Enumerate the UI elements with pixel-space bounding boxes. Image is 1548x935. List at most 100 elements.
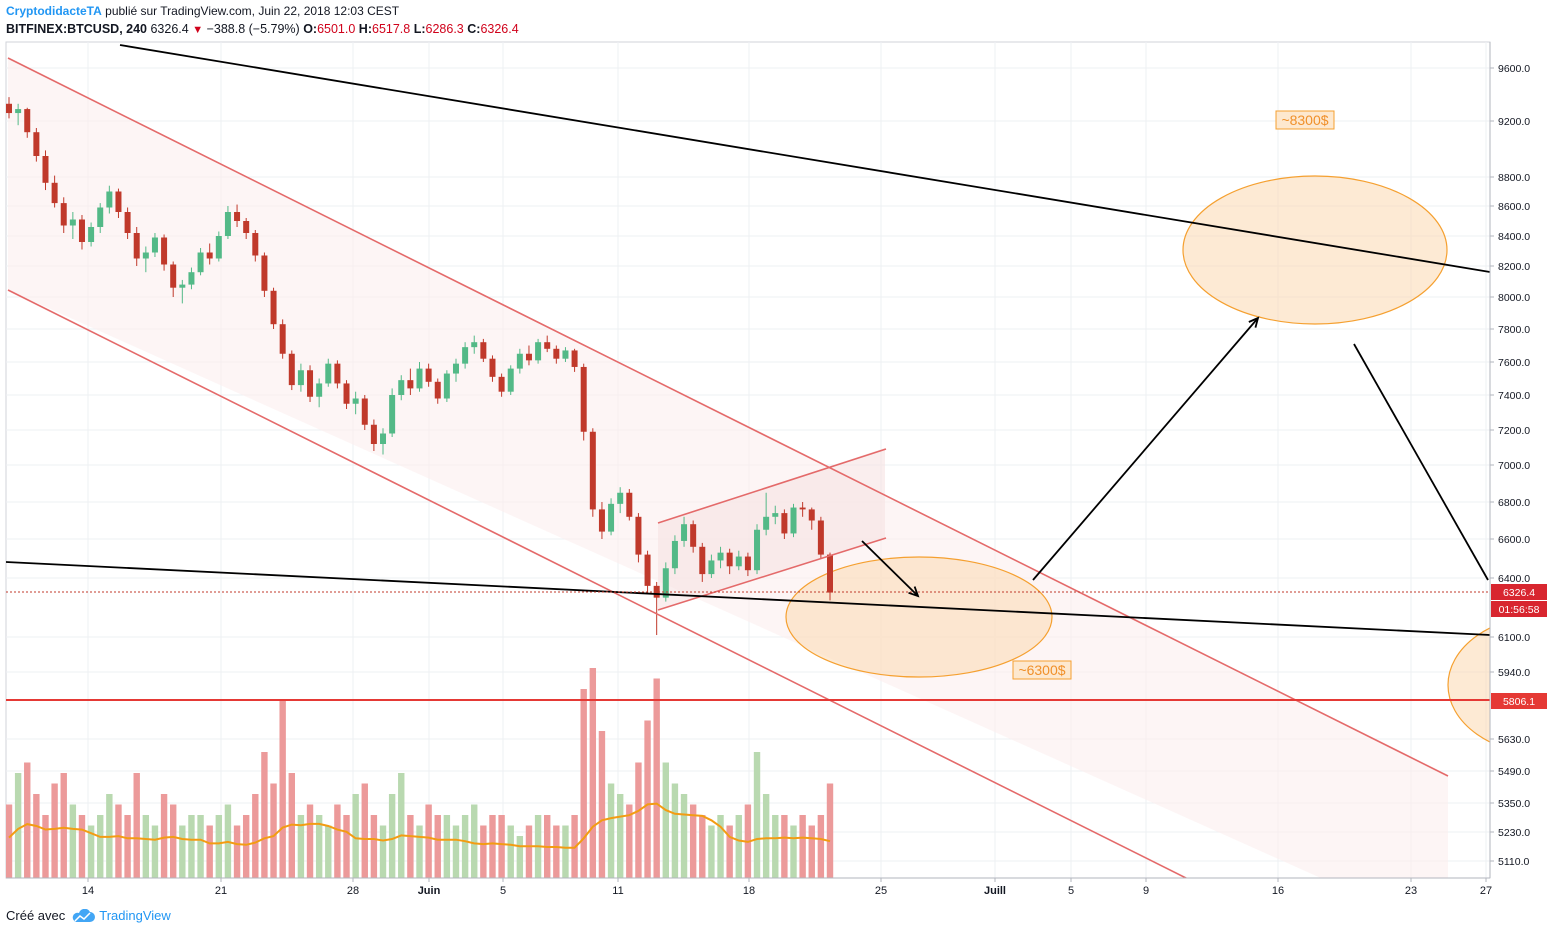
volume-bar [708, 825, 715, 878]
candle-body [179, 284, 186, 288]
candle-body [60, 203, 67, 226]
volume-bar [179, 825, 186, 878]
volume-bar [808, 825, 815, 878]
x-tick-label: 21 [215, 885, 227, 897]
candle-body [151, 237, 158, 253]
y-tick-label: 8600.0 [1498, 201, 1530, 213]
candle-body [799, 507, 806, 510]
candle-body [188, 272, 195, 285]
volume-bar [489, 815, 496, 878]
y-tick-label: 8200.0 [1498, 261, 1530, 273]
author-name[interactable]: CryptodidacteTA [6, 4, 102, 18]
candle-body [88, 227, 95, 242]
volume-bar [699, 815, 706, 878]
volume-bar [197, 815, 204, 878]
candle-body [370, 424, 377, 444]
volume-bar [270, 783, 277, 878]
channel-lower-line [7, 289, 1188, 878]
volume-bar [753, 752, 761, 878]
price-change: −388.8 (−5.79%) [206, 22, 300, 36]
volume-bar [306, 804, 314, 878]
volume-bar [97, 815, 104, 878]
open-label: O: [303, 22, 318, 36]
candle-body [516, 353, 523, 369]
candle-body [361, 398, 368, 425]
candle-body [97, 207, 104, 227]
x-tick-label: 5 [1068, 885, 1074, 897]
candle-body [452, 363, 459, 374]
volume-bar [352, 794, 359, 878]
candle-body [662, 568, 669, 598]
price-axis[interactable]: 9600.0 9200.0 8800.0 8600.0 8400.0 8200.0 8000… [1489, 42, 1548, 878]
x-tick-label: 14 [82, 885, 94, 897]
target-ellipse-low [785, 556, 1053, 678]
volume-bar [762, 794, 770, 878]
candle-body [589, 431, 596, 510]
candle-body [443, 373, 450, 399]
flag-upper-line [657, 448, 887, 524]
volume-bar [297, 815, 305, 878]
volume-bar [206, 825, 213, 878]
x-tick-label: Juin [418, 885, 441, 897]
low-label: L: [413, 22, 426, 36]
volume-bar [42, 815, 49, 878]
candle-body [352, 398, 359, 404]
candle-body [434, 381, 441, 399]
candle-body [507, 368, 514, 392]
candle-body [489, 358, 496, 377]
volume-bar [443, 815, 451, 878]
volume-bar [261, 752, 268, 878]
y-tick-label: 9200.0 [1498, 116, 1530, 128]
cloud-icon [73, 908, 96, 922]
candle-body [598, 509, 605, 532]
volume-bars [6, 668, 834, 878]
volume-bar [379, 825, 387, 878]
candle-body [243, 221, 250, 233]
axis-bg [1490, 42, 1548, 878]
candle-body [717, 552, 724, 561]
x-tick-label: 28 [347, 885, 359, 897]
volume-bar [407, 815, 414, 878]
candle-body [398, 380, 405, 395]
candle-body [498, 376, 505, 392]
volume-bar [480, 825, 487, 878]
published-info: publié sur TradingView.com, Juin 22, 201… [105, 4, 400, 18]
candle-body [617, 492, 624, 504]
volume-bar [680, 794, 688, 878]
annotation-label: ~6300$ [1018, 662, 1065, 678]
volume-bar [14, 773, 22, 878]
volume-bar [242, 815, 250, 878]
candle-body [133, 233, 140, 259]
arrow-down-long [1353, 343, 1489, 581]
candle-body [252, 233, 259, 256]
volume-bar [799, 815, 806, 878]
candle-body [808, 509, 815, 521]
flag-lower-line [657, 537, 887, 611]
tradingview-brand[interactable]: TradingView [99, 908, 171, 923]
candle-body [571, 350, 578, 367]
x-tick-label: 9 [1143, 885, 1149, 897]
volume-bar [151, 825, 159, 878]
volume-bar [781, 815, 788, 878]
y-tick-label: 8000.0 [1498, 292, 1530, 304]
high-label: H: [358, 22, 372, 36]
annotation-box [1012, 660, 1072, 680]
y-tick-label: 6100.0 [1498, 632, 1530, 644]
x-tick-label: 16 [1272, 885, 1284, 897]
volume-bar [160, 794, 168, 878]
tradingview-logo[interactable]: TradingView [71, 908, 171, 923]
candle-body [15, 109, 22, 114]
volume-bar [507, 825, 514, 878]
y-tick-label: 6800.0 [1498, 497, 1530, 509]
volume-bar [735, 815, 742, 878]
candle-body [170, 264, 177, 288]
candle-body [197, 252, 204, 273]
candle-body [33, 132, 40, 156]
time-axis[interactable]: 14 21 28 Juin 5 11 18 25 Juill 5 9 16 23 27 [6, 877, 1492, 897]
volume-bar [498, 815, 505, 878]
close-label: C: [467, 22, 481, 36]
volume-bar [717, 815, 724, 878]
volume-bar [60, 773, 67, 878]
channel-upper-line [7, 57, 1449, 777]
